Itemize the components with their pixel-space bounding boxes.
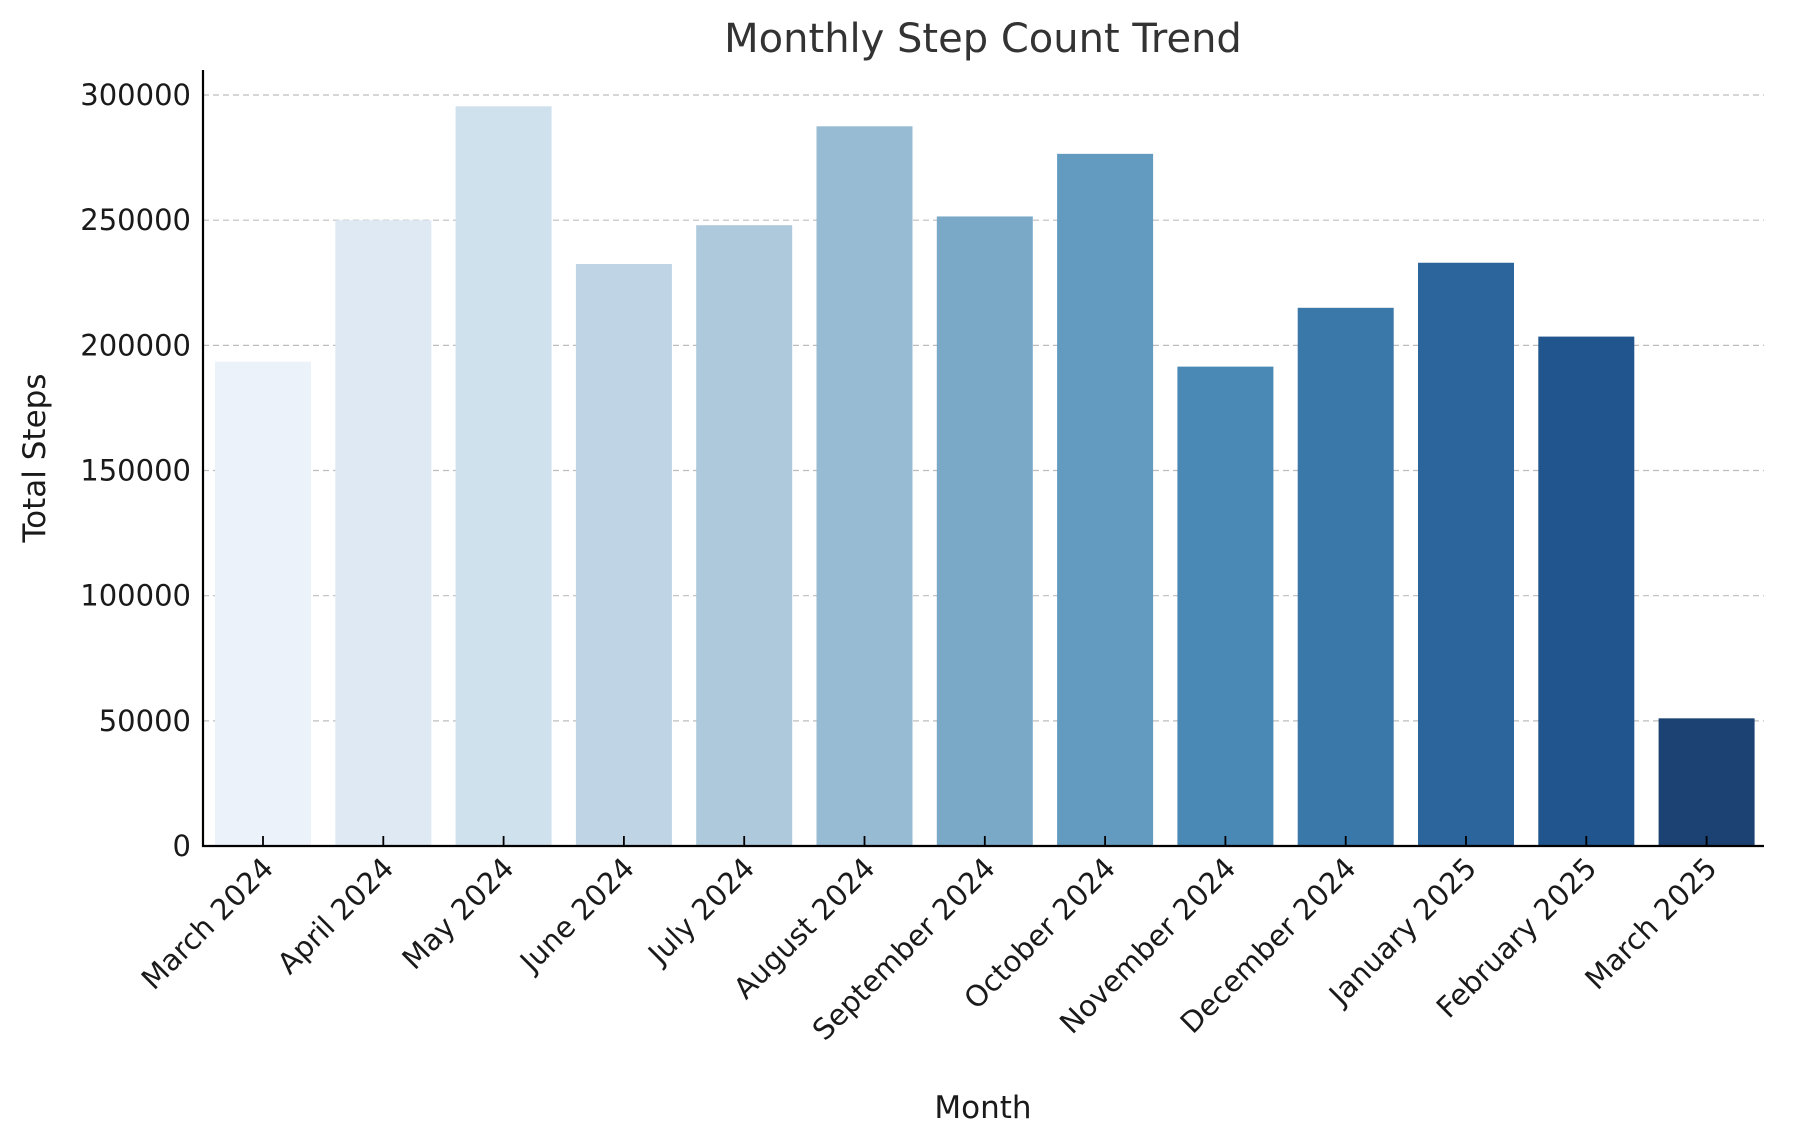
bar [575,264,672,846]
bar [335,220,432,846]
bar [1057,153,1154,847]
y-axis-ticks: 0 50000 100000 150000 200000 250000 300000 [80,78,191,863]
y-tick-label: 250000 [80,203,191,237]
axis-lines [201,70,1764,848]
y-tick-label: 300000 [80,78,191,112]
y-tick-label: 200000 [80,328,191,362]
bars [215,106,1755,847]
y-tick-label: 100000 [80,579,191,613]
bar [1658,718,1755,846]
bar [1418,262,1514,846]
x-tick-label: May 2024 [395,851,520,976]
axes [201,70,1764,848]
bar [1297,307,1394,846]
bar [1177,366,1274,846]
x-tick-label: July 2024 [640,851,761,972]
bar [1538,336,1635,846]
y-tick-label: 150000 [80,454,191,488]
x-axis-label: Month [934,1090,1031,1126]
x-tick-label: June 2024 [512,851,641,980]
y-axis-label: Total Steps [17,374,53,544]
bar [215,361,311,846]
bar [696,225,793,846]
y-tick-label: 50000 [99,704,191,738]
chart-title: Monthly Step Count Trend [724,16,1242,62]
x-tick-label: April 2024 [271,851,401,981]
bar [455,106,552,847]
bar [816,126,913,847]
y-tick-label: 0 [173,829,191,863]
x-tick-label: March 2024 [135,851,280,996]
bar [936,216,1033,846]
